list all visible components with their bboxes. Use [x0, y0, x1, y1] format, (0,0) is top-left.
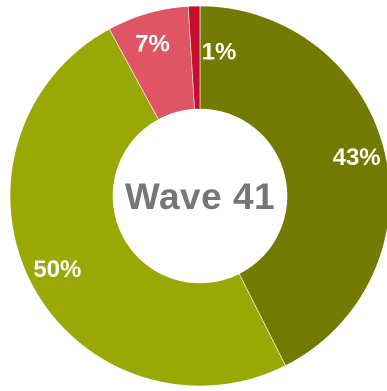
slice-1 [9, 28, 286, 387]
slice-3 [187, 5, 201, 110]
slice-label-2: 7% [135, 31, 170, 58]
slice-label-1: 50% [33, 256, 81, 283]
slice-label-3: 1% [202, 38, 237, 65]
slice-0 [199, 5, 387, 367]
center-label: Wave 41 [125, 176, 275, 217]
slices-group [9, 5, 387, 387]
slice-label-0: 43% [333, 144, 381, 171]
slice-labels-group: 43% 50% 7% 1% [33, 31, 380, 283]
